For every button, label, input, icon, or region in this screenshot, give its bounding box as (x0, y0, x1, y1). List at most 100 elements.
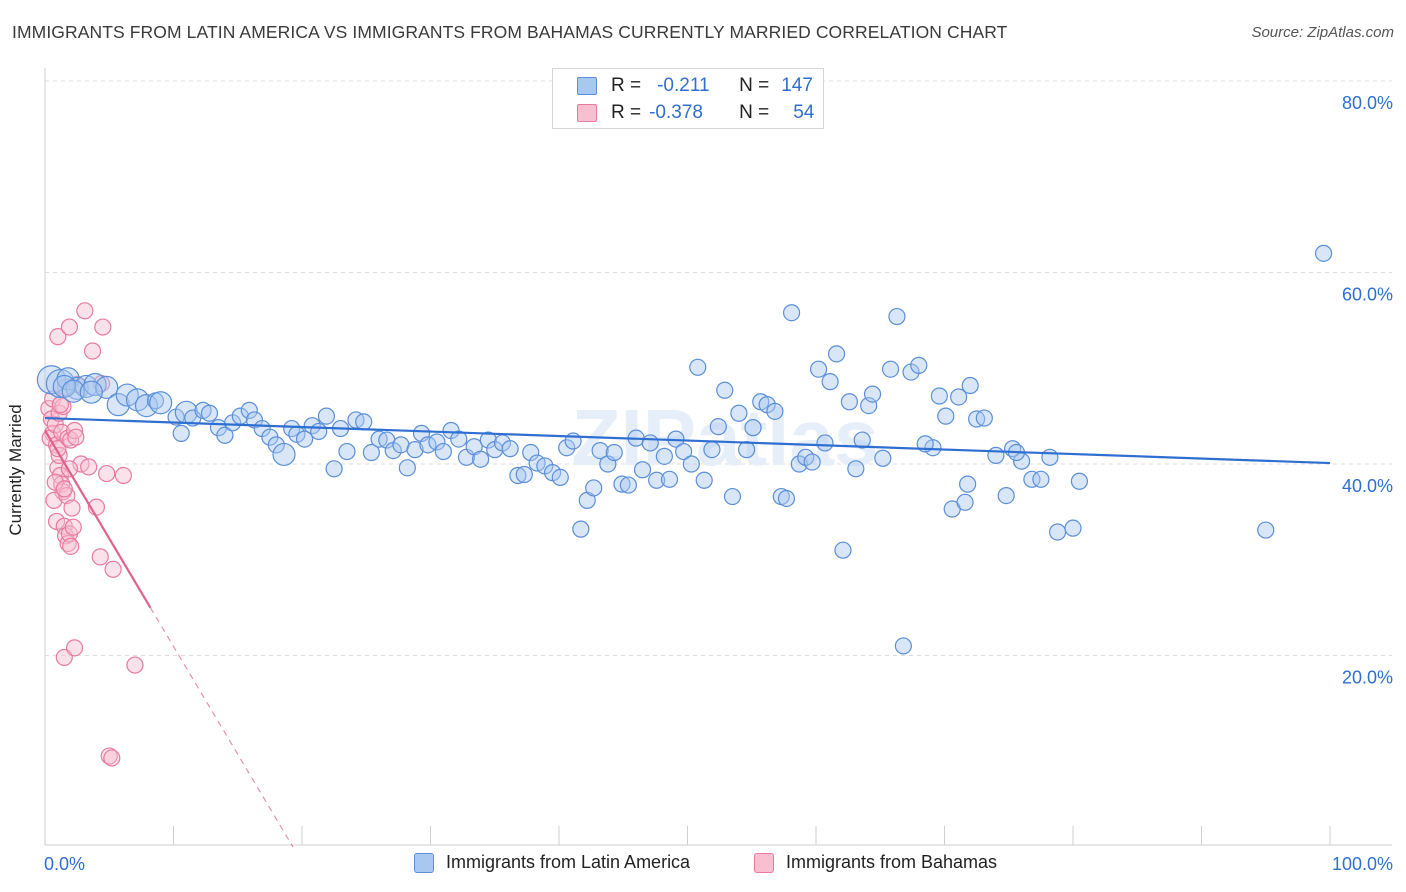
y-tick-label: 60.0% (1342, 285, 1393, 305)
data-point-latin-america (924, 439, 942, 457)
data-point-latin-america (961, 376, 979, 395)
data-point-latin-america (106, 393, 130, 417)
data-point-latin-america (325, 460, 343, 478)
legend-n-value: 54 (793, 102, 815, 123)
data-point-latin-america (479, 431, 497, 449)
data-point-latin-america (709, 418, 727, 436)
data-point-latin-america (894, 637, 912, 655)
data-point-latin-america (434, 442, 452, 461)
legend-label: Immigrants from Latin America (446, 852, 691, 872)
legend-swatch-pink (754, 852, 774, 873)
data-point-latin-america (272, 442, 296, 467)
data-point-bahamas (49, 328, 67, 346)
data-point-latin-america (723, 487, 742, 506)
data-point-latin-america (874, 449, 892, 467)
data-point-latin-america (1314, 244, 1333, 262)
data-point-latin-america (695, 471, 713, 489)
data-point-latin-america (591, 441, 609, 460)
data-point-latin-america (428, 433, 446, 451)
data-point-latin-america (959, 475, 977, 493)
data-point-latin-america (655, 447, 673, 465)
data-point-latin-america (950, 388, 968, 406)
data-point-latin-america (863, 385, 882, 403)
data-point-bahamas (65, 421, 84, 440)
data-point-latin-america (79, 380, 103, 404)
data-point-bahamas (100, 747, 118, 765)
data-point-latin-america (937, 407, 955, 425)
data-point-bahamas (103, 749, 121, 767)
data-point-latin-america (888, 307, 906, 326)
data-point-latin-america (515, 465, 533, 484)
data-point-latin-america (149, 391, 173, 415)
data-point-bahamas (94, 318, 112, 336)
data-point-latin-america (834, 541, 852, 559)
data-point-bahamas (63, 499, 81, 517)
data-point-latin-america (821, 373, 839, 391)
data-point-latin-america (240, 401, 258, 419)
trend-line-bahamas (44, 429, 152, 609)
data-point-bahamas (83, 342, 102, 360)
legend-n-label: N = (739, 75, 770, 96)
legend-swatch-blue (414, 852, 434, 873)
data-point-bahamas (60, 318, 79, 336)
data-point-latin-america (910, 356, 928, 374)
data-point-latin-america (1257, 521, 1275, 539)
x-tick-label: 0.0% (44, 854, 85, 874)
data-point-bahamas (62, 537, 80, 555)
data-point-bahamas (62, 431, 80, 449)
data-point-latin-america (1070, 472, 1089, 490)
data-point-latin-america (317, 407, 336, 425)
data-point-bahamas (65, 639, 84, 657)
data-point-latin-america (585, 479, 603, 497)
data-point-latin-america (987, 446, 1005, 464)
data-point-latin-america (551, 468, 569, 487)
source-label: Source: ZipAtlas.com (1251, 24, 1394, 41)
y-tick-label: 40.0% (1342, 476, 1393, 496)
data-point-latin-america (1032, 470, 1050, 488)
legend-r-value: -0.211 (657, 75, 710, 96)
tick-labels: 20.0% 40.0% 60.0% 80.0% 0.0% 100.0% (44, 93, 1393, 874)
y-tick-label: 20.0% (1342, 668, 1393, 688)
legend-swatch-pink (577, 104, 597, 122)
data-point-bahamas (80, 458, 98, 476)
data-point-latin-america (216, 426, 234, 444)
data-point-latin-america (509, 466, 527, 485)
data-point-latin-america (766, 402, 784, 420)
data-point-latin-america (881, 360, 900, 378)
legend-swatch-blue (577, 77, 597, 95)
legend-r-value: -0.378 (649, 102, 703, 123)
trend-line-latin-america (44, 416, 1331, 465)
data-point-latin-america (675, 442, 693, 461)
data-point-latin-america (406, 441, 424, 459)
data-point-latin-america (355, 413, 373, 431)
data-point-latin-america (398, 459, 416, 477)
data-point-bahamas (64, 518, 82, 536)
data-point-bahamas (67, 428, 85, 446)
data-point-latin-america (777, 489, 796, 508)
data-point-bahamas (55, 480, 73, 498)
chart-title: IMMIGRANTS FROM LATIN AMERICA VS IMMIGRA… (12, 22, 1008, 42)
data-point-latin-america (613, 475, 631, 493)
data-point-latin-america (703, 441, 721, 459)
legend-r-label: R = (611, 102, 642, 123)
data-point-latin-america (605, 443, 623, 462)
legend-item-bahamas: Immigrants from Bahamas (754, 852, 997, 873)
data-point-latin-america (689, 358, 707, 376)
axes (44, 68, 1392, 846)
legend-n-label: N = (739, 102, 770, 123)
data-point-latin-america (803, 453, 821, 471)
data-point-latin-america (930, 387, 948, 405)
data-point-bahamas (91, 548, 109, 566)
data-point-latin-america (295, 430, 314, 448)
legend-row-bahamas: R = -0.378 N = 54 (577, 101, 814, 125)
data-point-latin-america (619, 476, 637, 494)
data-point-bahamas (98, 464, 116, 483)
legend-r-label: R = (611, 75, 642, 96)
x-tick-label: 100.0% (1332, 854, 1393, 874)
data-point-latin-america (267, 436, 285, 454)
data-point-latin-america (362, 443, 380, 462)
trend-line-bahamas-extension (149, 607, 294, 848)
data-point-latin-america (660, 470, 679, 488)
data-point-latin-america (1048, 523, 1067, 541)
